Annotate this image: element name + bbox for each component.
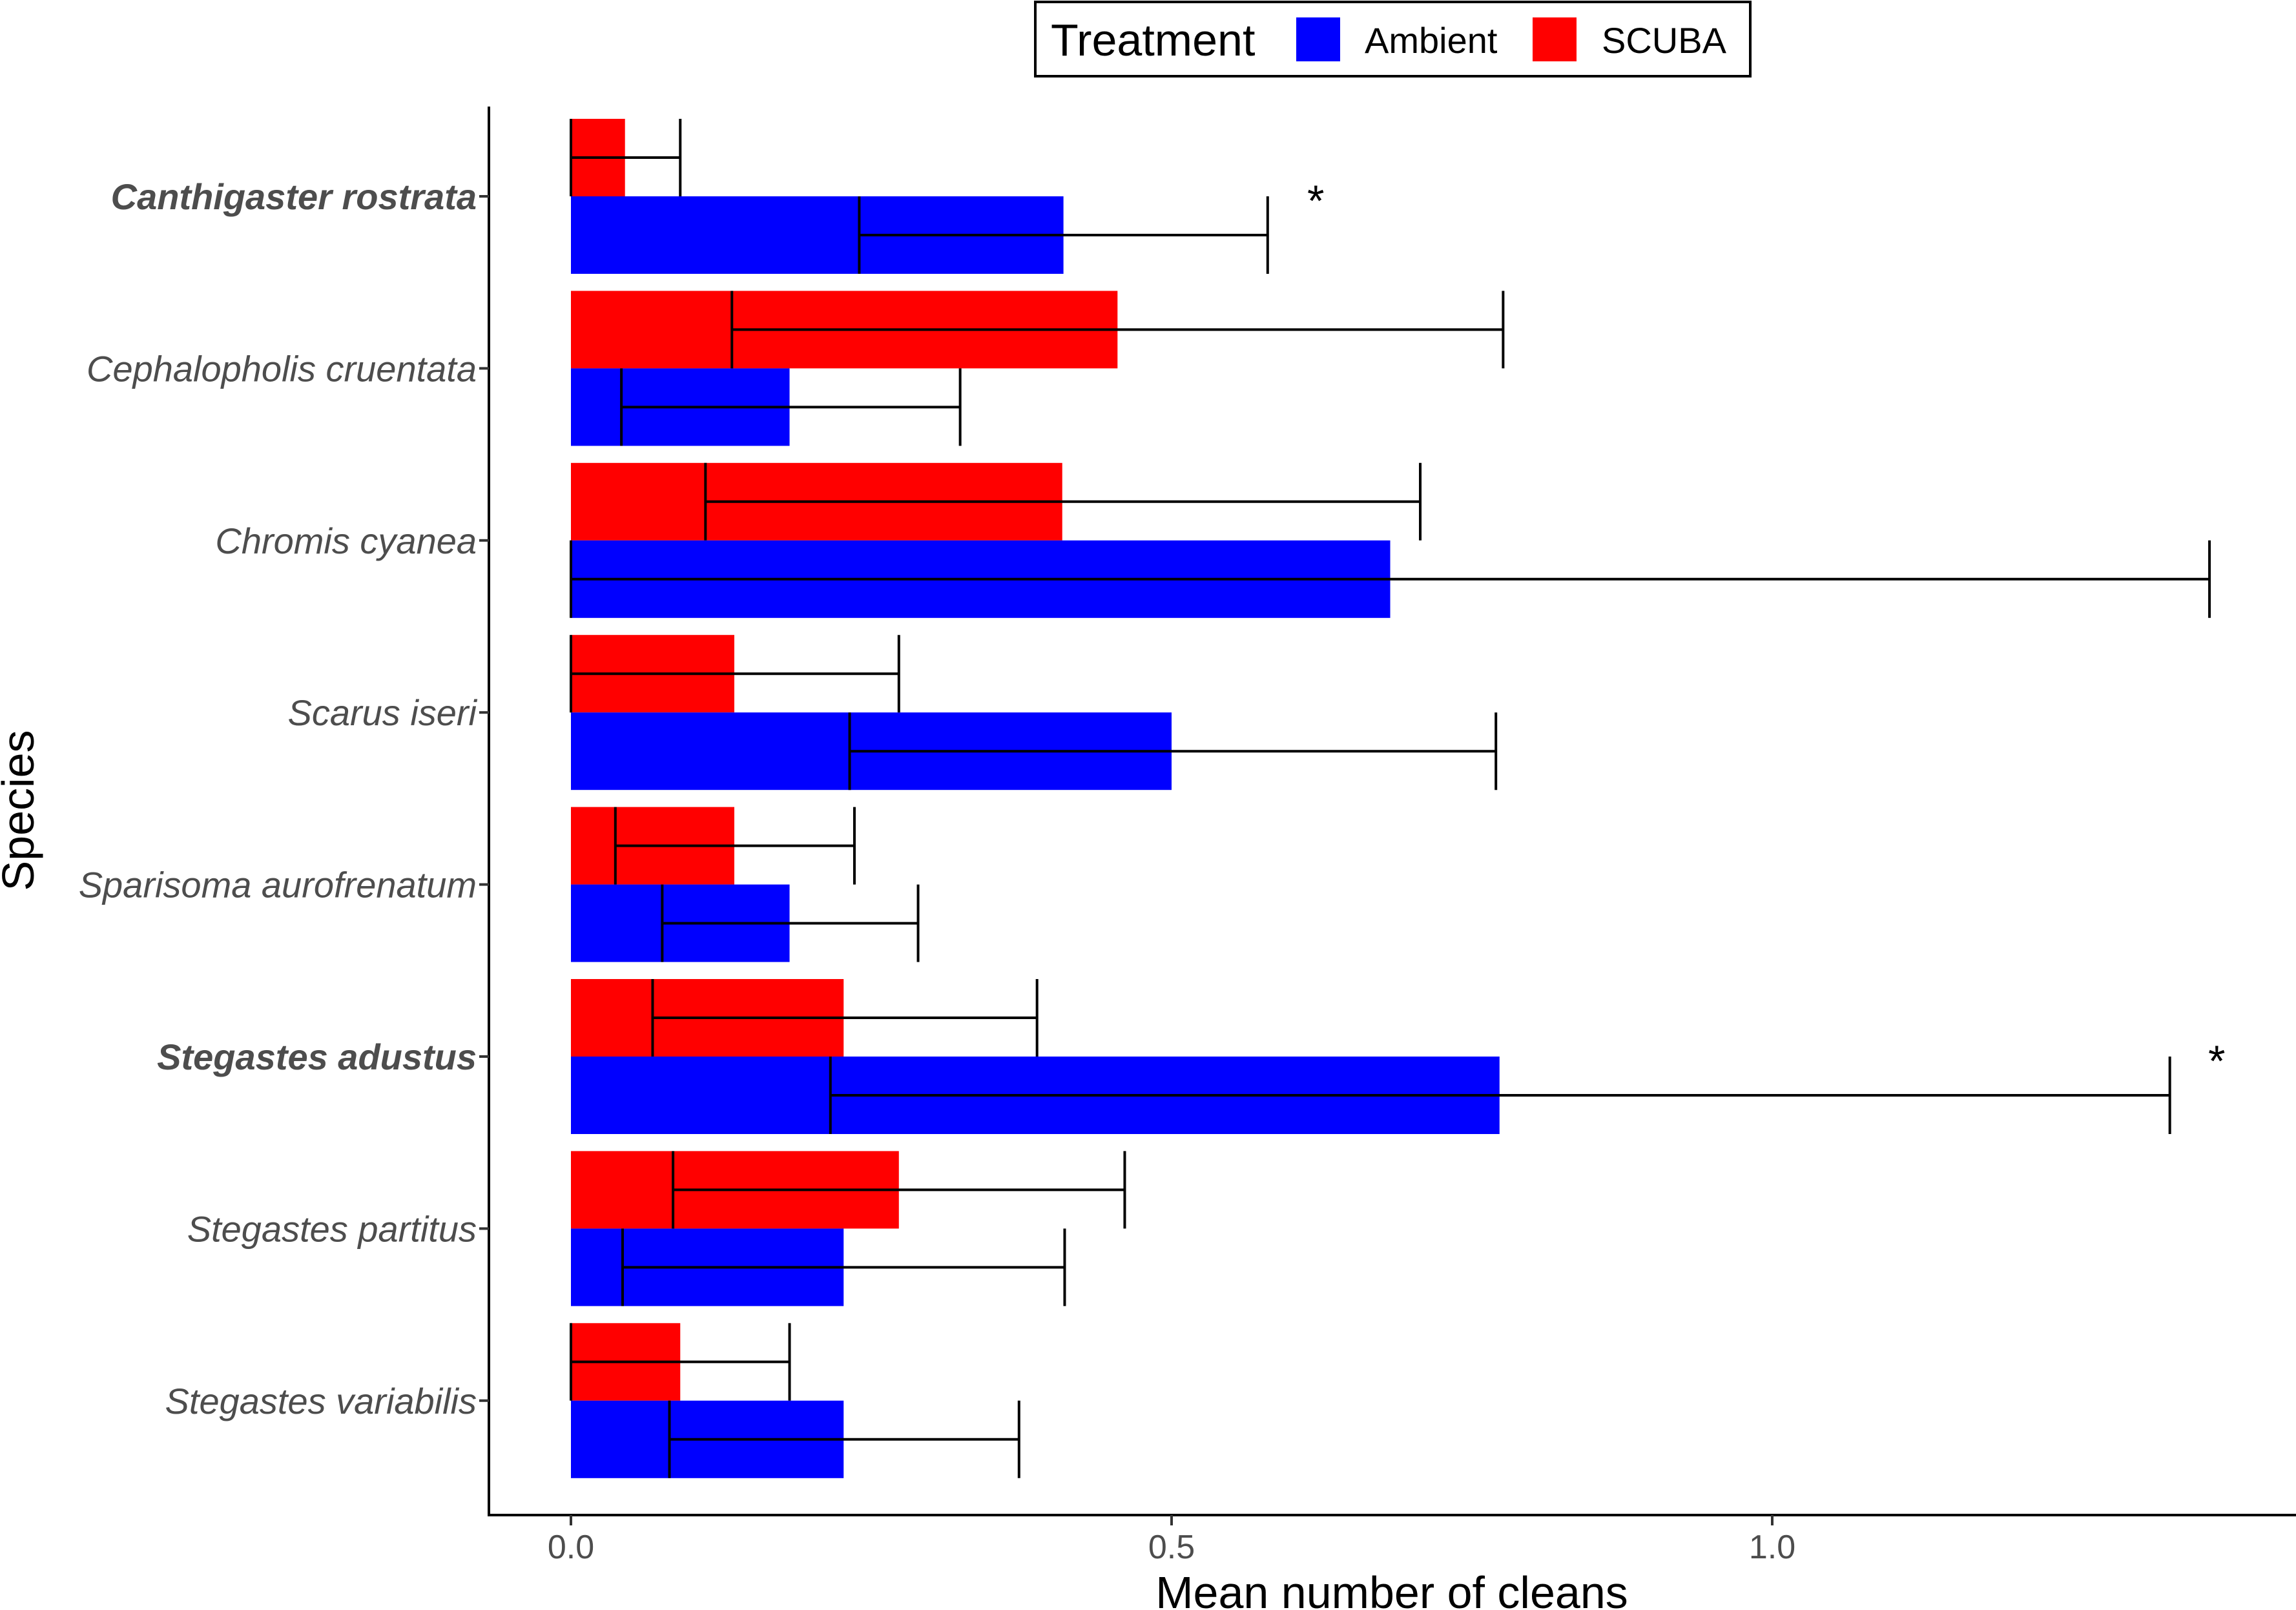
- significance-mark-canthigaster-rostrata: *: [1307, 176, 1324, 225]
- significance-mark-stegastes-adustus: *: [2208, 1037, 2225, 1086]
- y-tick-label-cephalopholis-cruentata: Cephalopholis cruentata: [87, 348, 477, 389]
- y-tick-label-canthigaster-rostrata: Canthigaster rostrata: [111, 176, 477, 217]
- legend-label-ambient: Ambient: [1365, 20, 1498, 61]
- y-tick-label-stegastes-adustus: Stegastes adustus: [157, 1037, 477, 1077]
- legend: Treatment Ambient SCUBA: [1034, 1, 1752, 77]
- legend-title: Treatment: [1051, 15, 1255, 65]
- y-tick-label-chromis-cyanea: Chromis cyanea: [215, 521, 477, 561]
- legend-swatch-ambient: [1296, 17, 1340, 61]
- y-tick-label-stegastes-partitus: Stegastes partitus: [187, 1208, 477, 1249]
- x-tick-label-1: 0.5: [1148, 1529, 1195, 1566]
- y-tick-label-stegastes-variabilis: Stegastes variabilis: [165, 1381, 477, 1421]
- legend-label-scuba: SCUBA: [1602, 20, 1727, 61]
- x-tick-label-2: 1.0: [1749, 1529, 1795, 1566]
- error-bars: [570, 119, 2211, 1478]
- y-axis-ticks: Canthigaster rostrata Cephalopholis cruen…: [79, 176, 489, 1421]
- x-tick-label-0: 0.0: [548, 1529, 594, 1566]
- legend-swatch-scuba: [1533, 17, 1577, 61]
- x-axis-title: Mean number of cleans: [1155, 1567, 1628, 1610]
- legend-box: [1034, 1, 1752, 77]
- y-axis-title: Species: [0, 730, 43, 891]
- x-axis-ticks: 0.0 0.5 1.0: [548, 1515, 1795, 1566]
- significance-marks: **: [1307, 176, 2225, 1086]
- y-tick-label-sparisoma-aurofrenatum: Sparisoma aurofrenatum: [79, 865, 477, 905]
- bars: [571, 119, 1500, 1478]
- y-tick-label-scarus-iseri: Scarus iseri: [287, 692, 477, 733]
